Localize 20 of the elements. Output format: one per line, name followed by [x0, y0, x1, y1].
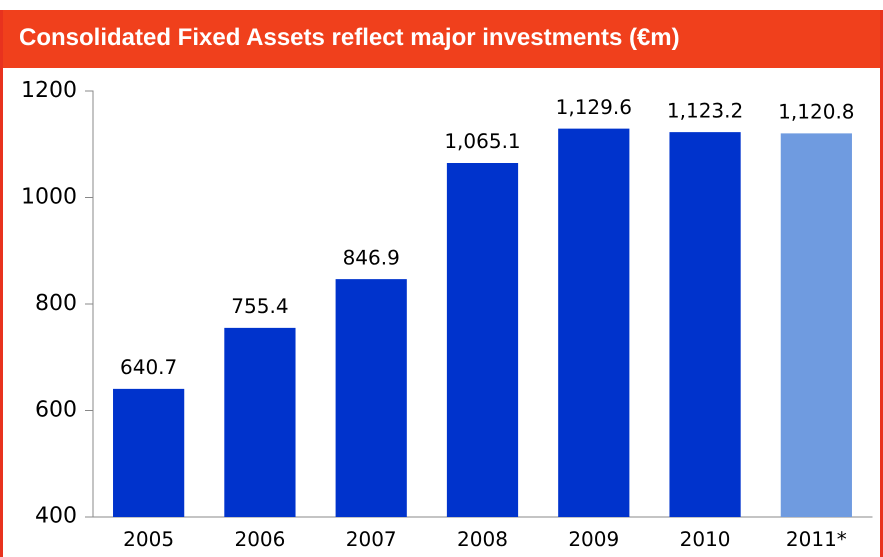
x-tick-label: 2006 — [234, 527, 286, 552]
x-tick-label: 2007 — [346, 527, 397, 552]
y-tick-label: 1000 — [20, 184, 77, 210]
data-label: 640.7 — [120, 355, 178, 380]
data-label: 1,123.2 — [666, 98, 744, 122]
y-tick-label: 400 — [34, 504, 77, 529]
x-tick-label: 2005 — [123, 527, 174, 552]
x-tick-label: 2011* — [786, 527, 847, 552]
x-tick-label: 2009 — [568, 527, 620, 552]
x-tick-label: 2010 — [680, 527, 731, 552]
data-label: 1,065.1 — [444, 129, 521, 154]
chart-title: Consolidated Fixed Assets reflect major investments (€m) — [3, 10, 880, 68]
data-label: 1,129.6 — [556, 94, 632, 119]
data-label: 1,120.8 — [778, 100, 855, 124]
x-tick-label: 2008 — [457, 527, 508, 552]
data-label: 755.4 — [231, 294, 289, 318]
y-tick-label: 800 — [34, 290, 77, 316]
y-tick-label: 600 — [34, 397, 77, 422]
data-label: 846.9 — [342, 245, 400, 270]
y-tick-label: 1200 — [20, 78, 77, 103]
